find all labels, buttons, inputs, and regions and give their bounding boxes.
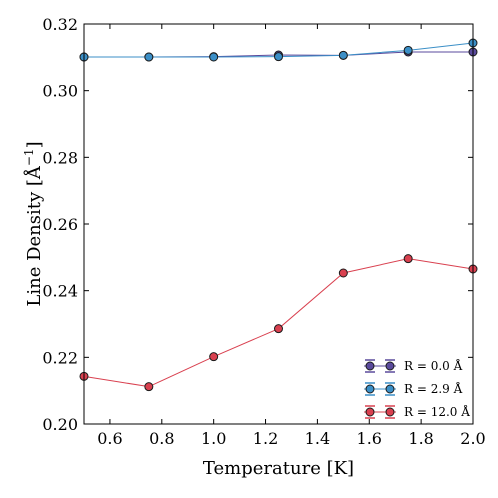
y-tick-label: 0.24 bbox=[42, 282, 78, 301]
y-axis-title-exponent: −1 bbox=[22, 148, 36, 166]
y-axis-title: Line Density [Å−1] bbox=[22, 141, 45, 306]
data-point bbox=[209, 52, 219, 62]
y-tick-label: 0.32 bbox=[42, 15, 78, 34]
x-tick-label: 0.8 bbox=[149, 429, 174, 448]
y-axis-title-close: ] bbox=[24, 141, 45, 148]
legend-marker bbox=[385, 407, 395, 417]
x-tick-label: 1.8 bbox=[408, 429, 433, 448]
legend-marker bbox=[385, 384, 395, 394]
data-point bbox=[403, 254, 413, 264]
data-point bbox=[209, 352, 219, 362]
x-tick-label: 0.6 bbox=[97, 429, 122, 448]
axis-ticks: 0.6 0.8 1.0 1.2 1.4 1.6 1.8 2.0 0.20 0.22 0.24 0.26… bbox=[42, 15, 485, 448]
legend-label: R = 12.0 Å bbox=[404, 404, 470, 419]
y-axis-title-main: Line Density [Å bbox=[23, 165, 45, 306]
data-point bbox=[274, 324, 283, 334]
data-point bbox=[338, 50, 348, 60]
data-point bbox=[144, 382, 154, 392]
legend-marker bbox=[365, 384, 375, 394]
legend-marker bbox=[365, 361, 375, 371]
x-tick-label: 1.2 bbox=[253, 429, 278, 448]
legend-label: R = 2.9 Å bbox=[404, 381, 463, 396]
x-tick-label: 1.0 bbox=[201, 429, 226, 448]
y-tick-label: 0.26 bbox=[42, 215, 78, 234]
x-axis-title: Temperature [K] bbox=[203, 458, 354, 479]
data-point bbox=[144, 52, 154, 62]
plot-area bbox=[79, 38, 478, 392]
legend: R = 0.0 Å R = 2.9 Å R = 12.0 Å bbox=[364, 358, 470, 419]
x-tick-label: 2.0 bbox=[460, 429, 485, 448]
legend-label: R = 0.0 Å bbox=[404, 358, 463, 373]
y-tick-label: 0.20 bbox=[42, 415, 78, 434]
legend-marker bbox=[365, 407, 375, 417]
data-point bbox=[338, 268, 348, 278]
y-tick-label: 0.28 bbox=[42, 148, 78, 167]
legend-marker bbox=[385, 361, 395, 371]
x-tick-label: 1.4 bbox=[305, 429, 330, 448]
y-tick-label: 0.22 bbox=[42, 348, 78, 367]
data-point bbox=[403, 45, 413, 55]
y-tick-label: 0.30 bbox=[42, 82, 78, 101]
data-point bbox=[274, 52, 283, 62]
x-tick-label: 1.6 bbox=[357, 429, 382, 448]
